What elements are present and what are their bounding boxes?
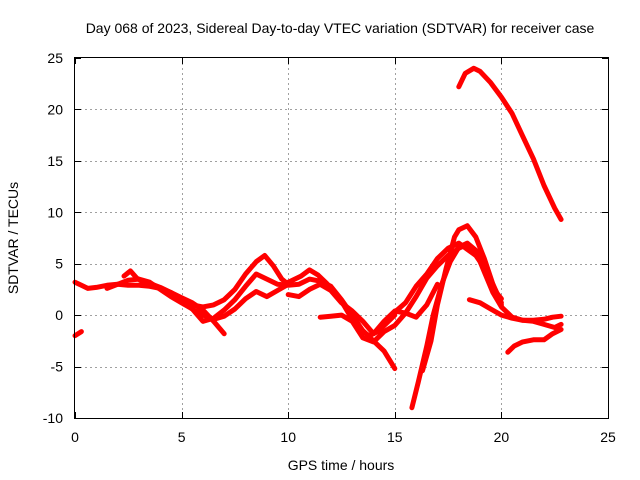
y-tick-label: 15 [47, 153, 63, 169]
x-tick-label: 25 [600, 429, 616, 445]
series-arc-1 [72, 329, 84, 339]
chart-title: Day 068 of 2023, Sidereal Day-to-day VTE… [86, 20, 595, 36]
gridlines [75, 58, 608, 418]
x-tick-label: 15 [387, 429, 403, 445]
x-tick-label: 10 [280, 429, 296, 445]
y-tick-label: 0 [55, 307, 63, 323]
y-tick-label: 10 [47, 204, 63, 220]
series-arc-11 [420, 223, 504, 374]
x-tick-label: 0 [71, 429, 79, 445]
ticks [75, 58, 609, 419]
y-tick-label: 5 [55, 256, 63, 272]
series-arc-13 [505, 327, 564, 355]
series-arc-14 [456, 65, 564, 222]
y-tick-label: -5 [51, 359, 64, 375]
y-tick-label: -10 [43, 410, 63, 426]
plot-frame [74, 57, 609, 419]
series-group [72, 65, 564, 411]
y-axis-title: SDTVAR / TECUs [5, 182, 21, 294]
y-tick-label: 20 [47, 101, 63, 117]
x-tick-labels: 0 5 10 15 20 25 [71, 429, 616, 445]
y-tick-labels: -10 -5 0 5 10 15 20 25 [43, 50, 63, 426]
x-axis-title: GPS time / hours [288, 457, 395, 473]
y-tick-label: 25 [47, 50, 63, 66]
x-tick-label: 20 [494, 429, 510, 445]
series-arc-7 [285, 281, 440, 337]
series-arc-12 [466, 297, 564, 323]
x-tick-label: 5 [178, 429, 186, 445]
series-arc-4 [121, 253, 291, 310]
